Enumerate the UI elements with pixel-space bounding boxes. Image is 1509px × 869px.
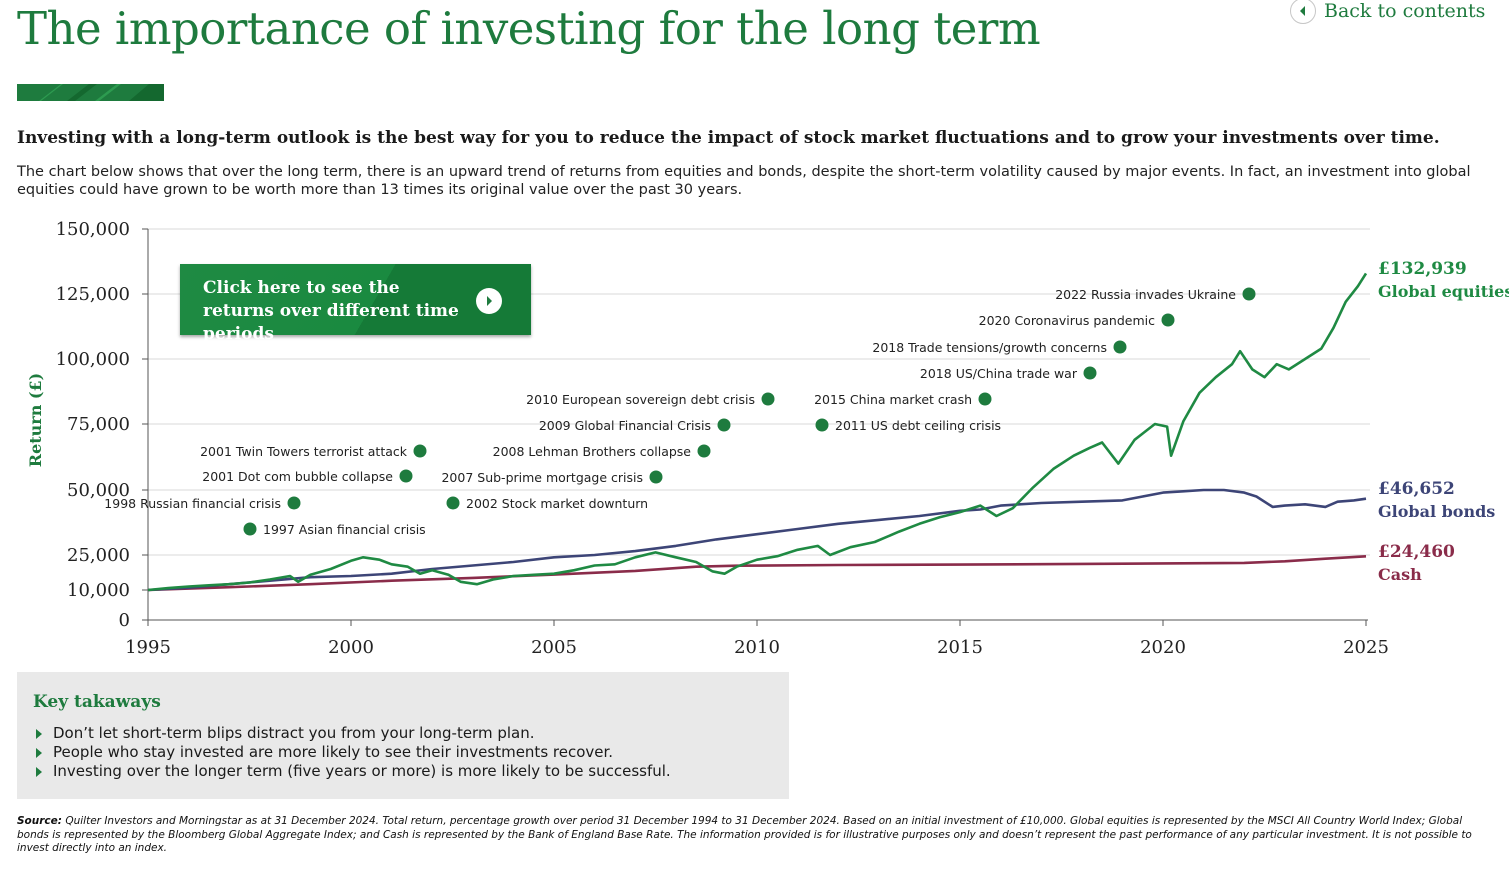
source-text: Quilter Investors and Morningstar as at … [17, 815, 1472, 854]
returns-line-chart: 0 10,000 25,000 50,000 75,000 100,000 125,000 1… [26, 219, 1509, 658]
series-line-global-equities [147, 272, 1368, 592]
x-tick-label: 2000 [328, 637, 374, 658]
series-end-value: £132,939 [1378, 259, 1467, 279]
event-label: 2007 Sub-prime mortgage crisis [441, 470, 643, 485]
key-takeaways-box: Key takaways Don’t let short-term blips … [17, 672, 789, 799]
y-tick-label: 75,000 [67, 414, 130, 435]
event-marker [1113, 340, 1127, 354]
y-tick-label: 125,000 [56, 284, 130, 305]
x-tick-label: 2025 [1343, 637, 1389, 658]
time-periods-cta-button[interactable]: Click here to see the returns over diffe… [180, 264, 531, 344]
takeaway-text: People who stay invested are more likely… [53, 743, 614, 761]
intro-heading: Investing with a long-term outlook is th… [17, 128, 1440, 148]
triangle-bullet-icon [36, 748, 42, 758]
x-tick-label: 2015 [937, 637, 983, 658]
event-label: 2011 US debt ceiling crisis [835, 418, 1001, 433]
event-label: 2002 Stock market downturn [466, 496, 648, 511]
y-tick-label: 25,000 [67, 545, 130, 566]
event-label: 2001 Dot com bubble collapse [202, 469, 393, 484]
cta-label[interactable]: Click here to see the returns over diffe… [203, 278, 459, 344]
y-tick-label: 150,000 [56, 219, 130, 240]
source-label: Source: [17, 815, 62, 827]
x-tick-label: 2020 [1140, 637, 1186, 658]
accent-bar [17, 84, 164, 101]
intro-body: The chart below shows that over the long… [17, 164, 1471, 198]
y-tick-label: 0 [119, 610, 130, 631]
x-tick-label: 1995 [125, 637, 171, 658]
event-marker [1083, 366, 1097, 380]
event-marker [815, 418, 829, 432]
event-label: 2009 Global Financial Crisis [539, 418, 711, 433]
event-label: 2018 US/China trade war [920, 366, 1078, 381]
back-to-contents-link[interactable]: Back to contents [1290, 0, 1485, 26]
series-end-value: £46,652 [1378, 479, 1455, 499]
triangle-bullet-icon [36, 767, 42, 777]
event-label: 2008 Lehman Brothers collapse [493, 444, 692, 459]
y-tick-label: 10,000 [67, 580, 130, 601]
series-line-cash [147, 555, 1367, 592]
series-end-value: £24,460 [1378, 542, 1455, 562]
series-name-label: Global equities [1378, 282, 1509, 301]
event-marker [717, 418, 731, 432]
x-tick-label: 2010 [734, 637, 780, 658]
source-note: Source: Quilter Investors and Morningsta… [17, 815, 1497, 856]
event-label: 1997 Asian financial crisis [263, 522, 426, 537]
y-tick-label: 50,000 [67, 480, 130, 501]
event-label: 2022 Russia invades Ukraine [1055, 287, 1236, 302]
series-line-global-bonds [147, 488, 1367, 592]
y-tick-label: 100,000 [56, 349, 130, 370]
event-label: 2015 China market crash [814, 392, 972, 407]
event-marker [243, 522, 257, 536]
takeaway-item: People who stay invested are more likely… [35, 743, 671, 762]
event-marker [1161, 313, 1175, 327]
y-axis-label: Return (£) [26, 373, 45, 467]
chevron-left-icon[interactable] [1290, 0, 1316, 24]
event-label: 2001 Twin Towers terrorist attack [200, 444, 408, 459]
takeaway-item: Investing over the longer term (five yea… [35, 762, 671, 781]
series-name-label: Global bonds [1378, 502, 1495, 521]
event-marker [978, 392, 992, 406]
event-label: 1998 Russian financial crisis [104, 496, 281, 511]
page-title: The importance of investing for the long… [17, 2, 1041, 55]
takeaways-list: Don’t let short-term blips distract you … [35, 724, 671, 781]
event-marker [1242, 287, 1256, 301]
event-label: 2018 Trade tensions/growth concerns [872, 340, 1107, 355]
event-marker [649, 470, 663, 484]
series-name-label: Cash [1378, 565, 1422, 584]
takeaway-text: Investing over the longer term (five yea… [53, 762, 671, 780]
event-label: 2020 Coronavirus pandemic [979, 313, 1155, 328]
event-marker [399, 469, 413, 483]
event-marker [697, 444, 711, 458]
takeaway-text: Don’t let short-term blips distract you … [53, 724, 535, 742]
chevron-right-circle-icon[interactable] [476, 288, 502, 314]
event-label: 2010 European sovereign debt crisis [526, 392, 755, 407]
event-marker [413, 444, 427, 458]
event-marker [446, 496, 460, 510]
back-link-label[interactable]: Back to contents [1324, 0, 1486, 22]
takeaways-title: Key takaways [33, 692, 161, 712]
event-marker [761, 392, 775, 406]
x-tick-label: 2005 [531, 637, 577, 658]
triangle-bullet-icon [36, 729, 42, 739]
takeaway-item: Don’t let short-term blips distract you … [35, 724, 671, 743]
event-marker [287, 496, 301, 510]
